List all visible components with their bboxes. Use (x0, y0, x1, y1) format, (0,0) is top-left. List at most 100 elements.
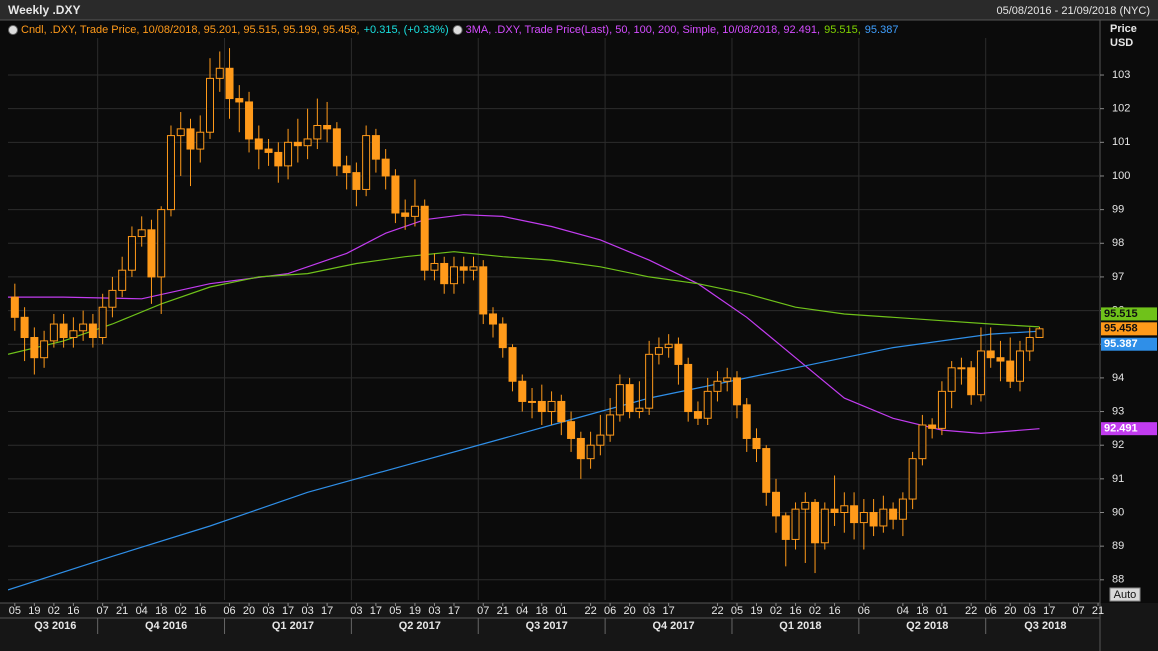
candle-body (791, 508, 800, 540)
candle-body (537, 400, 546, 413)
x-tick-label: 04 (516, 605, 528, 617)
last-value-label-bg (1101, 422, 1157, 436)
candle-body (284, 141, 293, 167)
candle-body (391, 175, 400, 214)
legend-text: 3MA, .DXY, Trade Price(Last), 50, 100, 2… (466, 24, 820, 36)
legend-text: Cndl, .DXY, Trade Price, 10/08/2018, 95.… (21, 24, 360, 36)
x-tick-label: 19 (409, 605, 421, 617)
candle-body (967, 367, 976, 396)
candle-body (449, 266, 458, 285)
x-tick-label: 06 (985, 605, 997, 617)
candle-body (937, 390, 946, 429)
last-value-label-bg (1101, 337, 1157, 351)
y-tick-label: 88 (1112, 574, 1124, 586)
candle-body (79, 323, 88, 332)
x-tick-label: 22 (965, 605, 977, 617)
candle-body (254, 138, 263, 150)
x-tick-label: 17 (663, 605, 675, 617)
y-tick-label: 102 (1112, 103, 1130, 115)
auto-button-bg[interactable] (1109, 587, 1141, 602)
candle-body (889, 508, 898, 520)
candle-body (489, 313, 498, 325)
y-axis-label: USD (1110, 37, 1133, 49)
candle-body (1025, 336, 1034, 352)
last-value-label: 95.387 (1104, 338, 1138, 350)
quarter-label: Q4 2017 (652, 620, 694, 632)
candle-body (469, 266, 478, 271)
candle-body (166, 135, 175, 211)
x-tick-label: 07 (477, 605, 489, 617)
candle-body (186, 128, 195, 150)
auto-button-label[interactable]: Auto (1114, 589, 1137, 601)
quarter-label: Q3 2018 (1024, 620, 1066, 632)
candle-body (986, 350, 995, 359)
x-tick-label: 01 (936, 605, 948, 617)
x-tick-label: 17 (1043, 605, 1055, 617)
x-tick-label: 16 (67, 605, 79, 617)
candle-body (40, 340, 49, 359)
candle-body (625, 384, 634, 413)
x-tick-label: 02 (809, 605, 821, 617)
candle-body (615, 384, 624, 416)
candle-body (323, 124, 332, 130)
candle-body (928, 424, 937, 429)
y-tick-label: 94 (1112, 372, 1124, 384)
x-tick-label: 02 (175, 605, 187, 617)
y-tick-label: 92 (1112, 439, 1124, 451)
header-bar (0, 0, 1158, 20)
candle-body (293, 141, 302, 147)
x-tick-label: 17 (370, 605, 382, 617)
candle-body (811, 501, 820, 544)
x-tick-label: 21 (116, 605, 128, 617)
candle-body (1035, 328, 1044, 338)
x-tick-label: 17 (321, 605, 333, 617)
candle-body (225, 67, 234, 100)
candle-body (498, 323, 507, 349)
candle-body (196, 131, 205, 150)
candle-body (430, 262, 439, 271)
x-tick-label: 18 (155, 605, 167, 617)
candle-body (88, 323, 97, 339)
quarter-label: Q2 2018 (906, 620, 948, 632)
candle-body (742, 404, 751, 439)
y-tick-label: 101 (1112, 136, 1130, 148)
x-tick-label: 03 (428, 605, 440, 617)
x-tick-label: 22 (584, 605, 596, 617)
x-tick-label: 03 (1024, 605, 1036, 617)
candle-body (420, 205, 429, 271)
candle-body (332, 128, 341, 167)
candle-body (401, 212, 410, 217)
candle-body (410, 205, 419, 217)
candle-body (996, 357, 1005, 362)
moving-average-line (8, 214, 1040, 435)
last-value-label: 92.491 (1104, 423, 1138, 435)
candle-body (654, 347, 663, 355)
x-tick-label: 19 (28, 605, 40, 617)
moving-average-line (8, 251, 1040, 355)
candle-body (459, 266, 468, 271)
candle-body (820, 508, 829, 544)
candle-body (147, 229, 156, 278)
x-tick-label: 21 (1092, 605, 1104, 617)
x-tick-label: 19 (750, 605, 762, 617)
quarter-label: Q4 2016 (145, 620, 187, 632)
x-tick-label: 02 (48, 605, 60, 617)
last-value-label-bg (1101, 307, 1157, 321)
candle-body (869, 512, 878, 527)
last-price-label-bg (1101, 322, 1157, 336)
candle-body (215, 67, 224, 79)
chart-title: Weekly .DXY (8, 3, 80, 17)
auto-button[interactable]: Auto (1109, 587, 1141, 602)
candle-body (528, 400, 537, 403)
candle-body (840, 505, 849, 514)
candle-body (801, 501, 810, 510)
x-tick-label: 06 (858, 605, 870, 617)
candle-body (947, 367, 956, 392)
candle-body (908, 458, 917, 500)
candle-body (1015, 350, 1024, 382)
candle-body (576, 437, 585, 460)
legend-icon (8, 25, 18, 35)
quarter-label: Q1 2017 (272, 620, 314, 632)
candle-body (313, 124, 322, 140)
